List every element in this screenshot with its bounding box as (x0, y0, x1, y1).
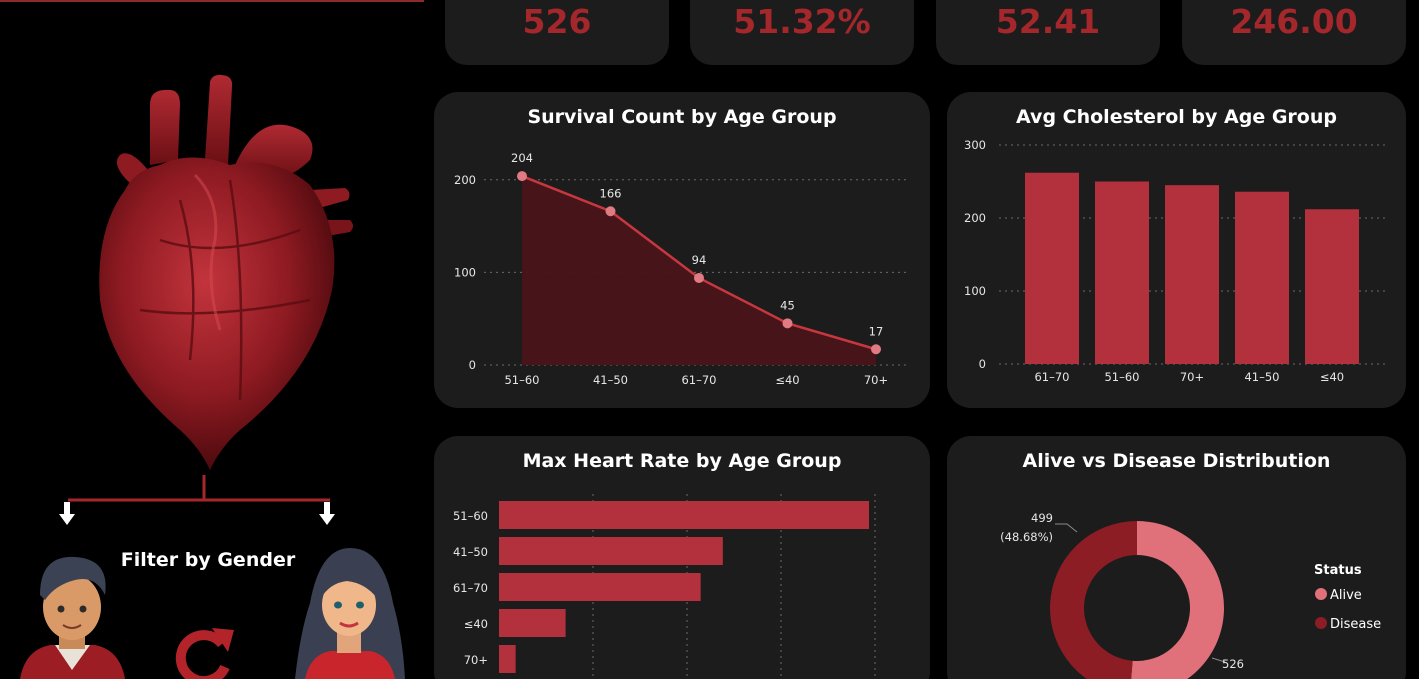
x-tick-label: 61–70 (681, 373, 716, 387)
legend-marker (1315, 617, 1327, 629)
filter-by-gender-label: Filter by Gender (120, 549, 296, 571)
arrow-down-icon (59, 502, 75, 525)
data-label: 94 (692, 253, 707, 267)
chart-title: Survival Count by Age Group (527, 106, 837, 128)
y-tick-label: 100 (964, 284, 986, 298)
x-tick-label: 51–60 (1104, 370, 1139, 384)
y-tick-label: 300 (964, 138, 986, 152)
survival-count-card: Survival Count by Age Group 0 100 200 204 51… (434, 92, 930, 408)
alive-disease-chart: 526 499 (48.68%) Status Alive Disease (1000, 511, 1381, 679)
y-tick-label: ≤40 (464, 617, 488, 631)
kpi-value: 526 (522, 2, 592, 41)
alive-disease-card: Alive vs Disease Distribution 526 499 (48.… (947, 436, 1406, 679)
chart-title: Avg Cholesterol by Age Group (1016, 106, 1337, 128)
legend-label: Alive (1330, 588, 1362, 603)
bar (1235, 191, 1289, 364)
bar (499, 501, 869, 529)
bar (1095, 181, 1149, 364)
data-point (605, 206, 616, 217)
data-label: 17 (869, 324, 884, 338)
y-tick-label: 0 (469, 358, 476, 372)
survival-count-chart: 0 100 200 204 51–60 166 41–50 94 61–70 45 ≤40 17 70+ (454, 151, 910, 387)
arrow-down-icon (319, 502, 335, 525)
y-tick-label: 200 (454, 173, 476, 187)
avg-cholesterol-card: Avg Cholesterol by Age Group 0 100 200 300 6… (947, 92, 1406, 408)
y-tick-label: 51–60 (453, 509, 488, 523)
legend-marker (1315, 588, 1327, 600)
y-tick-label: 0 (979, 357, 986, 371)
gender-connector (68, 475, 330, 502)
data-label: (48.68%) (1000, 530, 1053, 544)
y-tick-label: 100 (454, 265, 476, 279)
data-point (694, 272, 704, 283)
avg-cholesterol-chart: 0 100 200 300 61–70 51–60 70+ 41–50 ≤40 (964, 138, 1389, 384)
bar (499, 537, 723, 565)
male-filter-button[interactable] (15, 545, 130, 679)
y-tick-label: 200 (964, 211, 986, 225)
data-label: 526 (1222, 657, 1244, 671)
data-point (517, 171, 527, 182)
data-point (871, 344, 881, 355)
legend-title: Status (1314, 563, 1362, 578)
y-tick-label: 70+ (464, 653, 488, 667)
bar (499, 573, 701, 601)
x-tick-label: 41–50 (1244, 370, 1279, 384)
kpi-value: 51.32% (733, 2, 871, 41)
chart-title: Max Heart Rate by Age Group (522, 450, 842, 472)
bar (499, 609, 566, 637)
data-label: 499 (1031, 511, 1053, 525)
header-divider (0, 0, 424, 2)
x-tick-label: 41–50 (593, 373, 628, 387)
kpi-card-alive-percent: 51.32% (690, 0, 914, 65)
bar (1025, 172, 1079, 364)
kpi-value: 52.41 (995, 2, 1101, 41)
bar (1165, 185, 1219, 364)
pie-slice (1131, 521, 1225, 679)
data-label: 45 (780, 298, 795, 312)
data-point (782, 318, 793, 329)
bar (1305, 209, 1359, 364)
pie-slice (1050, 521, 1137, 679)
leader-line (1055, 523, 1078, 533)
kpi-card-avg-age: 52.41 (936, 0, 1160, 65)
bar (499, 645, 516, 673)
female-filter-button[interactable] (285, 543, 410, 679)
x-tick-label: 70+ (1180, 370, 1204, 384)
y-tick-label: 41–50 (453, 545, 488, 559)
data-label: 166 (600, 186, 622, 200)
max-heart-rate-card: Max Heart Rate by Age Group 51–60 41–50 61… (434, 436, 930, 679)
x-tick-label: 61–70 (1034, 370, 1069, 384)
x-tick-label: 51–60 (504, 373, 539, 387)
leader-line (1211, 657, 1226, 663)
x-tick-label: 70+ (864, 373, 888, 387)
kpi-card-avg-cholesterol: 246.00 (1182, 0, 1406, 65)
x-tick-label: ≤40 (775, 373, 799, 387)
chart-title: Alive vs Disease Distribution (1022, 450, 1331, 472)
max-heart-rate-chart: 51–60 41–50 61–70 ≤40 70+ (453, 494, 876, 679)
reset-filter-icon[interactable] (170, 622, 238, 679)
kpi-value: 246.00 (1230, 2, 1358, 41)
legend-label: Disease (1330, 617, 1381, 632)
data-label: 204 (511, 151, 533, 165)
y-tick-label: 61–70 (453, 581, 488, 595)
kpi-card-total-alive: 526 (445, 0, 669, 65)
x-tick-label: ≤40 (1320, 370, 1344, 384)
area-fill (522, 176, 876, 365)
heart-illustration (99, 74, 353, 470)
